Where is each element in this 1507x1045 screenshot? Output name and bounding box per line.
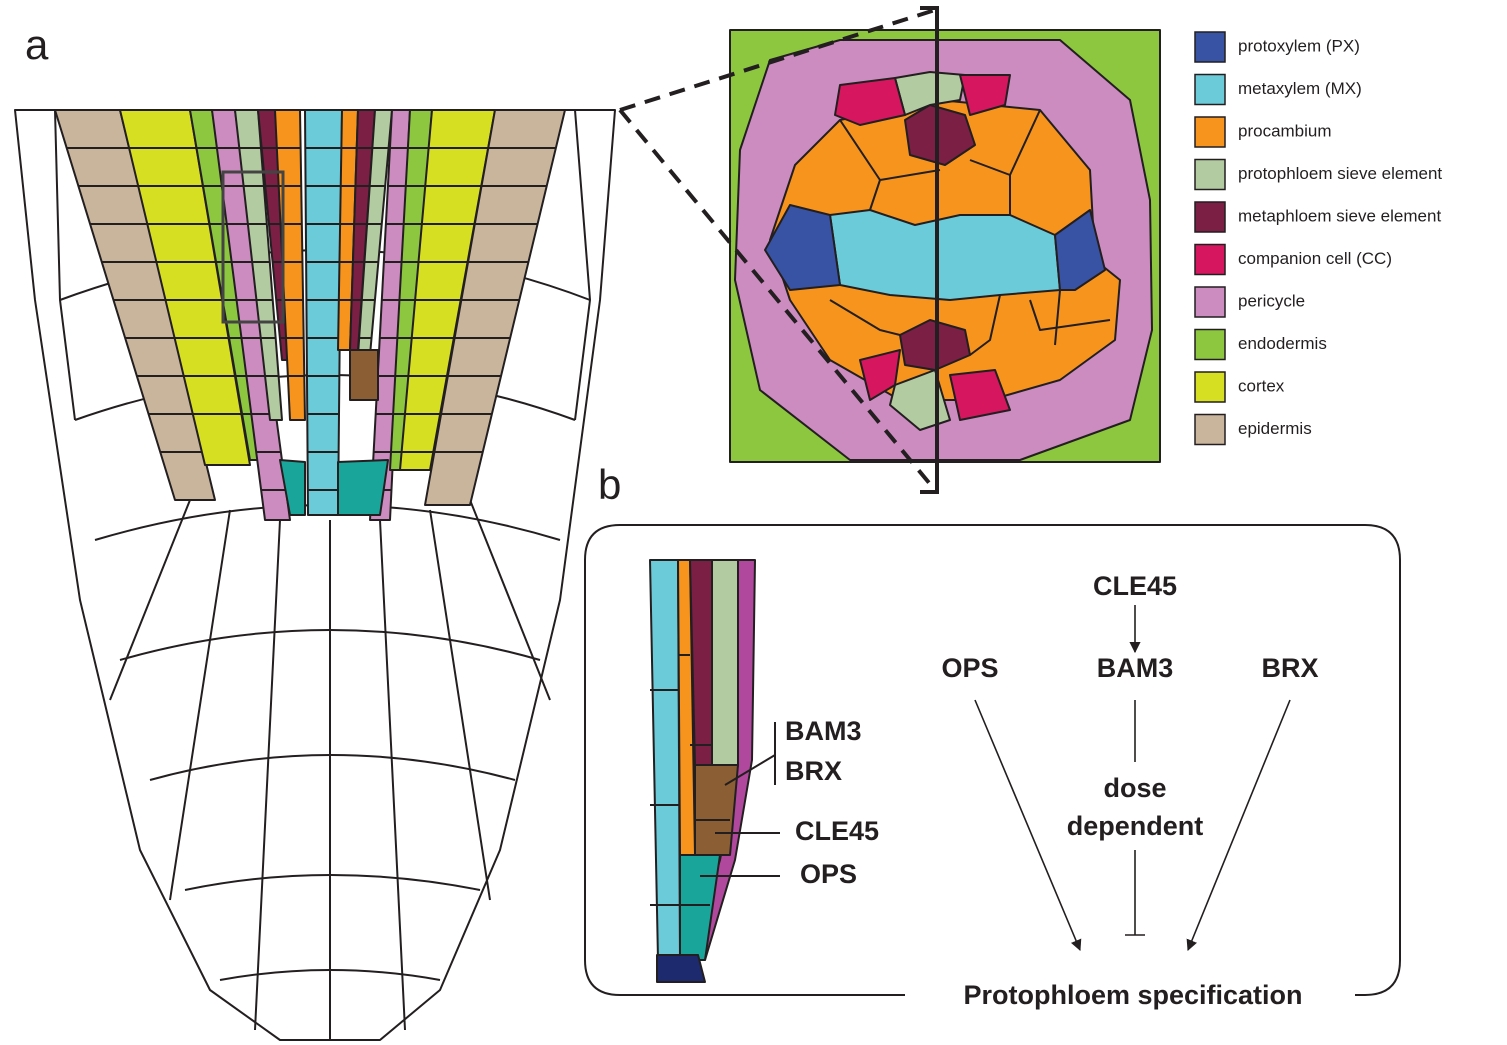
legend-label: endodermis — [1238, 334, 1327, 353]
cross-section — [730, 30, 1160, 462]
legend-label: procambium — [1238, 121, 1332, 140]
legend-swatch — [1195, 160, 1225, 190]
legend-swatch — [1195, 202, 1225, 232]
cc — [835, 78, 905, 125]
edge-label: dependent — [1067, 811, 1204, 841]
legend-label: metaxylem (MX) — [1238, 79, 1362, 98]
root-diagram — [15, 110, 615, 1040]
legend: protoxylem (PX) metaxylem (MX) procambium p… — [1195, 32, 1442, 445]
legend-label: pericycle — [1238, 291, 1305, 310]
inset-label: OPS — [800, 859, 857, 889]
legend-swatch — [1195, 75, 1225, 105]
tip-cell — [657, 955, 705, 982]
legend-swatch — [1195, 32, 1225, 62]
metaxylem — [830, 210, 1060, 300]
arrow — [1188, 700, 1290, 950]
legend-swatch — [1195, 330, 1225, 360]
inset-root — [650, 560, 755, 982]
legend-swatch — [1195, 287, 1225, 317]
brown-cell — [350, 350, 378, 400]
mse-file — [690, 560, 712, 765]
legend-label: protoxylem (PX) — [1238, 36, 1360, 55]
legend-label: companion cell (CC) — [1238, 249, 1392, 268]
node-label: OPS — [941, 653, 998, 683]
legend-swatch — [1195, 415, 1225, 445]
output-label: Protophloem specification — [963, 980, 1302, 1010]
legend-swatch — [1195, 372, 1225, 402]
panel-label: b — [598, 461, 621, 508]
legend-label: epidermis — [1238, 419, 1312, 438]
teal-cell — [338, 460, 388, 515]
brown-cell — [695, 765, 738, 855]
inset-label: CLE45 — [795, 816, 879, 846]
panel-label: a — [25, 21, 49, 68]
node-label: BRX — [1261, 653, 1318, 683]
inset-label: BAM3 — [785, 716, 862, 746]
pse-file — [712, 560, 738, 765]
legend-label: metaphloem sieve element — [1238, 206, 1441, 225]
inset-label: BRX — [785, 756, 842, 786]
node-label: CLE45 — [1093, 571, 1177, 601]
figure: protoxylem (PX) metaxylem (MX) procambium p… — [0, 0, 1507, 1045]
legend-label: protophloem sieve element — [1238, 164, 1442, 183]
tissue-file — [305, 110, 342, 515]
node-label: BAM3 — [1097, 653, 1174, 683]
edge-label: dose — [1103, 773, 1166, 803]
mx-file — [650, 560, 680, 960]
legend-swatch — [1195, 245, 1225, 275]
legend-swatch — [1195, 117, 1225, 147]
legend-label: cortex — [1238, 376, 1285, 395]
arrow — [975, 700, 1080, 950]
